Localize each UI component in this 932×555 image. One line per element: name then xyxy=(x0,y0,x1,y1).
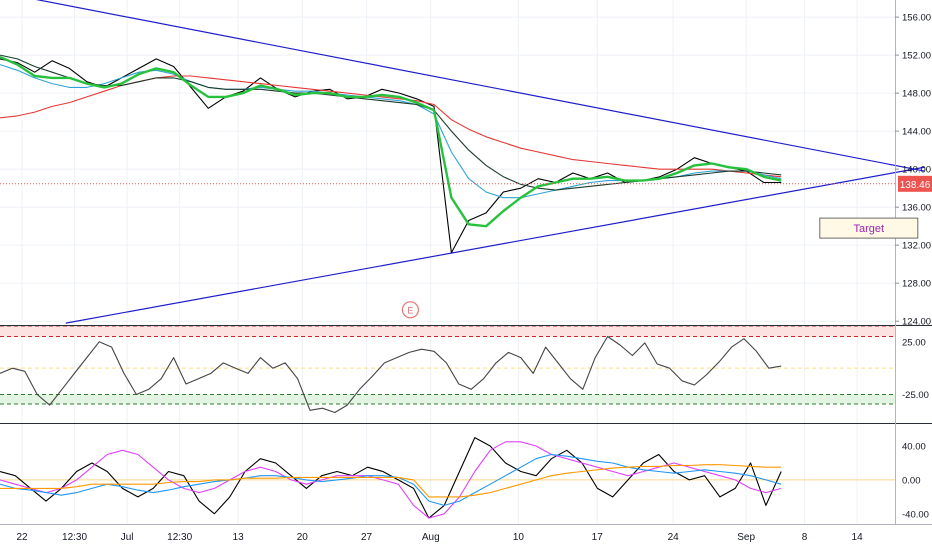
earnings-event-marker[interactable] xyxy=(401,301,419,319)
trendlines[interactable] xyxy=(4,0,925,324)
time-axis[interactable]: 22 12:30 Jul 12:30 13 20 27 Aug 10 17 24 Sep 8 14 xyxy=(16,532,863,543)
price-series xyxy=(0,54,895,254)
price-tick-label-2: 148.00 xyxy=(902,89,931,100)
target-annotation[interactable]: Target xyxy=(819,217,919,239)
rsi-tick-label-1: -25.00 xyxy=(902,390,929,401)
upper-trendline[interactable] xyxy=(4,0,925,172)
price-tick-label-1: 152.00 xyxy=(902,51,931,62)
time-tick-label-8: 10 xyxy=(513,532,525,543)
price-axis[interactable]: 156.00 152.00 148.00 144.00 140.00 136.00 132.… xyxy=(895,13,931,521)
last-price-label: 138.46 xyxy=(900,180,931,191)
earnings-event-label: E xyxy=(407,305,413,315)
time-tick-label-6: 27 xyxy=(361,532,373,543)
overbought-band xyxy=(0,326,895,337)
time-tick-label-1: 12:30 xyxy=(62,532,87,543)
target-box[interactable] xyxy=(819,217,919,239)
osc-tick-label-0: 40.00 xyxy=(902,442,926,453)
earnings-event[interactable]: E xyxy=(401,301,419,319)
osc-series-1 xyxy=(0,441,782,519)
time-tick-label-11: Sep xyxy=(737,532,755,543)
osc-series-2 xyxy=(0,453,782,506)
time-tick-label-12: 8 xyxy=(802,532,808,543)
price-tick-label-0: 156.00 xyxy=(902,13,931,24)
time-tick-label-4: 13 xyxy=(233,532,245,543)
time-tick-label-3: 12:30 xyxy=(167,532,192,543)
lower-trendline[interactable] xyxy=(65,166,925,324)
oversold-band xyxy=(0,394,895,405)
last-price-tag-bg xyxy=(898,175,932,192)
time-tick-label-0: 22 xyxy=(16,532,28,543)
last-price-tag: 138.46 xyxy=(898,175,932,192)
osc-series xyxy=(0,437,782,519)
price-tick-label-6: 132.00 xyxy=(902,241,931,252)
time-tick-label-5: 20 xyxy=(297,532,309,543)
osc-tick-label-2: -40.00 xyxy=(902,509,929,520)
osc-series-0 xyxy=(0,437,782,519)
rsi-tick-label-0: 25.00 xyxy=(902,337,926,348)
target-label: Target xyxy=(854,223,885,235)
time-tick-label-2: Jul xyxy=(121,532,134,543)
price-tick-label-8: 124.00 xyxy=(902,317,931,328)
osc-series-3 xyxy=(0,464,782,498)
price-tick-label-3: 144.00 xyxy=(902,127,931,138)
time-tick-label-9: 17 xyxy=(592,532,604,543)
price-series-4 xyxy=(0,55,782,228)
time-tick-label-7: Aug xyxy=(422,532,440,543)
pane-separators[interactable] xyxy=(0,0,932,525)
osc-tick-label-1: 0.00 xyxy=(902,475,921,486)
rsi-series-0 xyxy=(0,335,782,414)
price-tick-label-4: 140.00 xyxy=(902,165,931,176)
rsi-series xyxy=(0,335,782,414)
time-tick-label-13: 14 xyxy=(852,532,864,543)
price-tick-label-5: 136.00 xyxy=(902,203,931,214)
time-tick-label-10: 24 xyxy=(668,532,680,543)
price-tick-label-7: 128.00 xyxy=(902,279,931,290)
